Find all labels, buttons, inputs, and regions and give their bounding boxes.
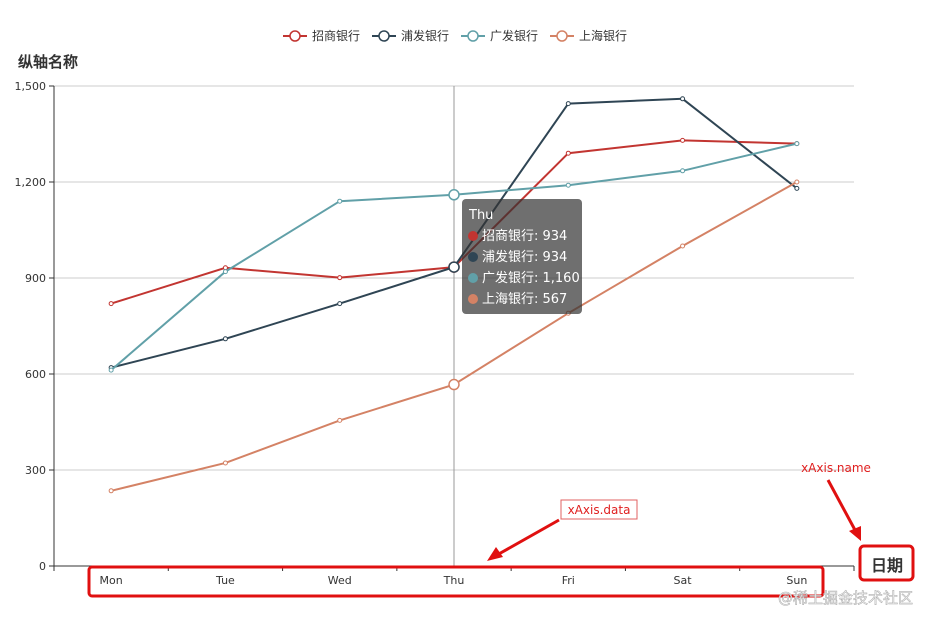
data-point	[337, 417, 343, 423]
data-point	[108, 367, 114, 373]
data-point	[680, 243, 686, 249]
x-tick-label: Fri	[562, 574, 575, 587]
data-point	[448, 261, 460, 273]
legend-label: 广发银行	[490, 28, 538, 43]
y-axis-name: 纵轴名称	[18, 53, 78, 71]
legend-item[interactable]: 招商银行	[283, 28, 360, 43]
data-point	[565, 150, 571, 156]
data-point	[337, 275, 343, 281]
x-tick-label: Sun	[786, 574, 807, 587]
watermark: @稀土掘金技术社区	[778, 589, 913, 607]
legend-item[interactable]: 上海银行	[550, 28, 627, 43]
data-point	[448, 189, 460, 201]
data-point	[337, 301, 343, 307]
x-axis-name: 日期	[871, 556, 903, 575]
y-tick-label: 900	[25, 272, 46, 285]
data-point	[680, 137, 686, 143]
legend-label: 招商银行	[312, 28, 360, 43]
legend-item[interactable]: 浦发银行	[372, 28, 449, 43]
data-point	[794, 141, 800, 147]
tooltip-title: Thu	[468, 208, 493, 223]
data-point	[108, 488, 114, 494]
data-point	[448, 378, 460, 391]
series-lines	[108, 96, 800, 494]
y-tick-label: 300	[25, 464, 46, 477]
data-point	[108, 301, 114, 307]
annotation-arrow-line-xaxis-name	[826, 479, 857, 531]
x-tick-label: Wed	[328, 574, 352, 587]
y-tick-label: 600	[25, 368, 46, 381]
y-tick-label: 0	[39, 560, 46, 573]
legend-item[interactable]: 广发银行	[461, 28, 538, 43]
x-tick-label: Sat	[674, 574, 693, 587]
x-tick-label: Tue	[215, 574, 235, 587]
y-tick-label: 1,200	[15, 176, 47, 189]
annotation-arrowhead-xaxis-data	[487, 547, 503, 561]
x-axis-name-highlight-box	[858, 544, 915, 582]
annotation-xaxis-name: xAxis.name	[801, 461, 871, 475]
tooltip-entry: 上海银行: 567	[482, 292, 567, 307]
legend[interactable]: 招商银行 浦发银行 广发银行 上海银行	[283, 28, 627, 43]
data-point	[565, 182, 571, 188]
annotation-box-xaxis-data	[560, 499, 638, 520]
legend-marker-icon	[289, 30, 301, 42]
axes: 0 300 600 900 1,200 1,500 Mon Tue Wed Thu Fri Sat Su…	[15, 80, 855, 587]
data-point	[680, 168, 686, 174]
tooltip-box	[462, 199, 582, 314]
annotation-arrow-line-xaxis-data	[496, 518, 560, 557]
data-point	[222, 269, 228, 275]
data-point	[222, 336, 228, 342]
tooltip: Thu 招商银行: 934 浦发银行: 934 广发银行: 1,160 上海银行: 5…	[462, 199, 582, 314]
data-point	[794, 185, 800, 191]
data-point	[565, 101, 571, 107]
legend-label: 上海银行	[579, 28, 627, 43]
x-tick-label: Mon	[100, 574, 123, 587]
data-point	[680, 96, 686, 102]
data-point	[222, 460, 228, 466]
tooltip-series-dot	[468, 273, 478, 283]
tooltip-entry: 招商银行: 934	[482, 229, 567, 244]
tooltip-entry: 广发银行: 1,160	[482, 270, 580, 286]
legend-marker-icon	[378, 30, 390, 42]
legend-marker-icon	[556, 30, 568, 42]
annotations: 日期 xAxis.data xAxis.name	[87, 461, 915, 598]
legend-marker-icon	[467, 30, 479, 42]
data-point	[794, 179, 800, 185]
tooltip-series-dot	[468, 294, 478, 304]
y-tick-label: 1,500	[15, 80, 47, 93]
annotation-xaxis-data: xAxis.data	[568, 503, 631, 517]
tooltip-entry: 浦发银行: 934	[482, 249, 567, 265]
x-tick-label: Thu	[443, 574, 465, 587]
tooltip-series-dot	[468, 231, 478, 241]
data-point	[337, 198, 343, 204]
legend-label: 浦发银行	[401, 28, 449, 43]
annotation-arrowhead-xaxis-name	[849, 526, 861, 541]
tooltip-series-dot	[468, 252, 478, 262]
x-axis-data-highlight-box	[87, 565, 825, 598]
